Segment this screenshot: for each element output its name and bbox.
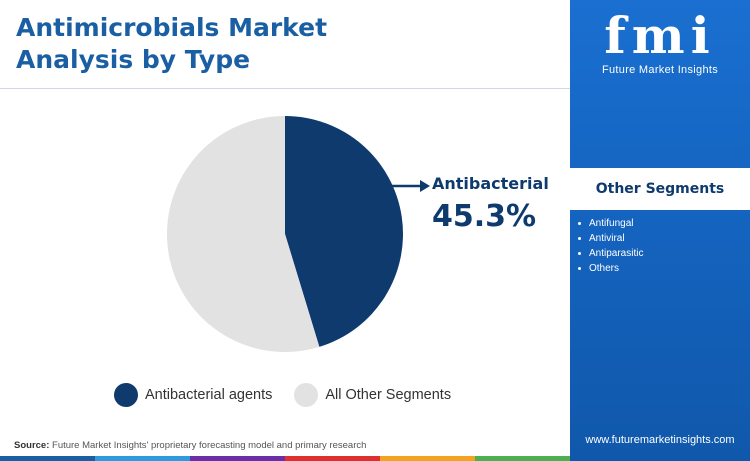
website-link[interactable]: www.futuremarketinsights.com (585, 434, 735, 446)
footer-bar-segment (95, 456, 190, 461)
footer-color-bar (0, 456, 570, 461)
callout-arrow (390, 180, 430, 192)
segment-item-label: Others (589, 263, 620, 274)
bullet-icon (578, 222, 581, 225)
segment-item-label: Antifungal (589, 218, 634, 229)
footer-bar-segment (285, 456, 380, 461)
segment-item: Antiparasitic (578, 246, 643, 261)
source-note: Source: Future Market Insights' propriet… (14, 440, 366, 451)
fmi-logo: fmi Future Market Insights (570, 6, 750, 77)
chart-legend: Antibacterial agents All Other Segments (114, 382, 473, 408)
legend-swatch-other (294, 383, 319, 407)
pie-slice-1 (166, 116, 320, 352)
source-text: Future Market Insights' proprietary fore… (49, 440, 367, 451)
footer-bar-segment (0, 456, 95, 461)
logo-subtitle: Future Market Insights (601, 64, 719, 76)
segment-item-label: Antiparasitic (589, 248, 644, 259)
segment-item: Others (578, 261, 643, 276)
legend-label-antibacterial: Antibacterial agents (145, 387, 273, 403)
bullet-icon (578, 237, 581, 240)
logo-mark: fmi (604, 6, 716, 65)
pie-chart (166, 116, 430, 352)
callout-label: Antibacterial (432, 174, 549, 193)
other-segments-header: Other Segments (570, 168, 750, 210)
legend-label-other: All Other Segments (325, 387, 452, 403)
page-title: Antimicrobials Market Analysis by Type (16, 12, 556, 76)
bullet-icon (578, 267, 581, 270)
other-segments-list: Antifungal Antiviral Antiparasitic Other… (578, 216, 643, 276)
other-segments-title: Other Segments (595, 181, 725, 197)
bullet-icon (578, 252, 581, 255)
page-title-line-2: Analysis by Type (16, 45, 251, 74)
pie-slices (166, 116, 403, 352)
segment-item: Antifungal (578, 216, 643, 231)
sidebar: fmi Future Market Insights Other Segment… (570, 0, 750, 461)
title-divider (0, 88, 570, 89)
footer-bar-segment (190, 456, 285, 461)
source-label: Source: (14, 440, 50, 451)
callout-value: 45.3% (432, 199, 537, 234)
pie-slice-0 (285, 116, 403, 347)
legend-swatch-antibacterial (114, 383, 138, 407)
callout-arrow-head (420, 180, 430, 192)
legend-item-antibacterial: Antibacterial agents (114, 383, 272, 407)
segment-item-label: Antiviral (589, 233, 625, 244)
footer-bar-segment (475, 456, 570, 461)
legend-item-other: All Other Segments (294, 383, 451, 407)
page-title-line-1: Antimicrobials Market (16, 13, 328, 42)
segment-item: Antiviral (578, 231, 643, 246)
footer-bar-segment (380, 456, 475, 461)
